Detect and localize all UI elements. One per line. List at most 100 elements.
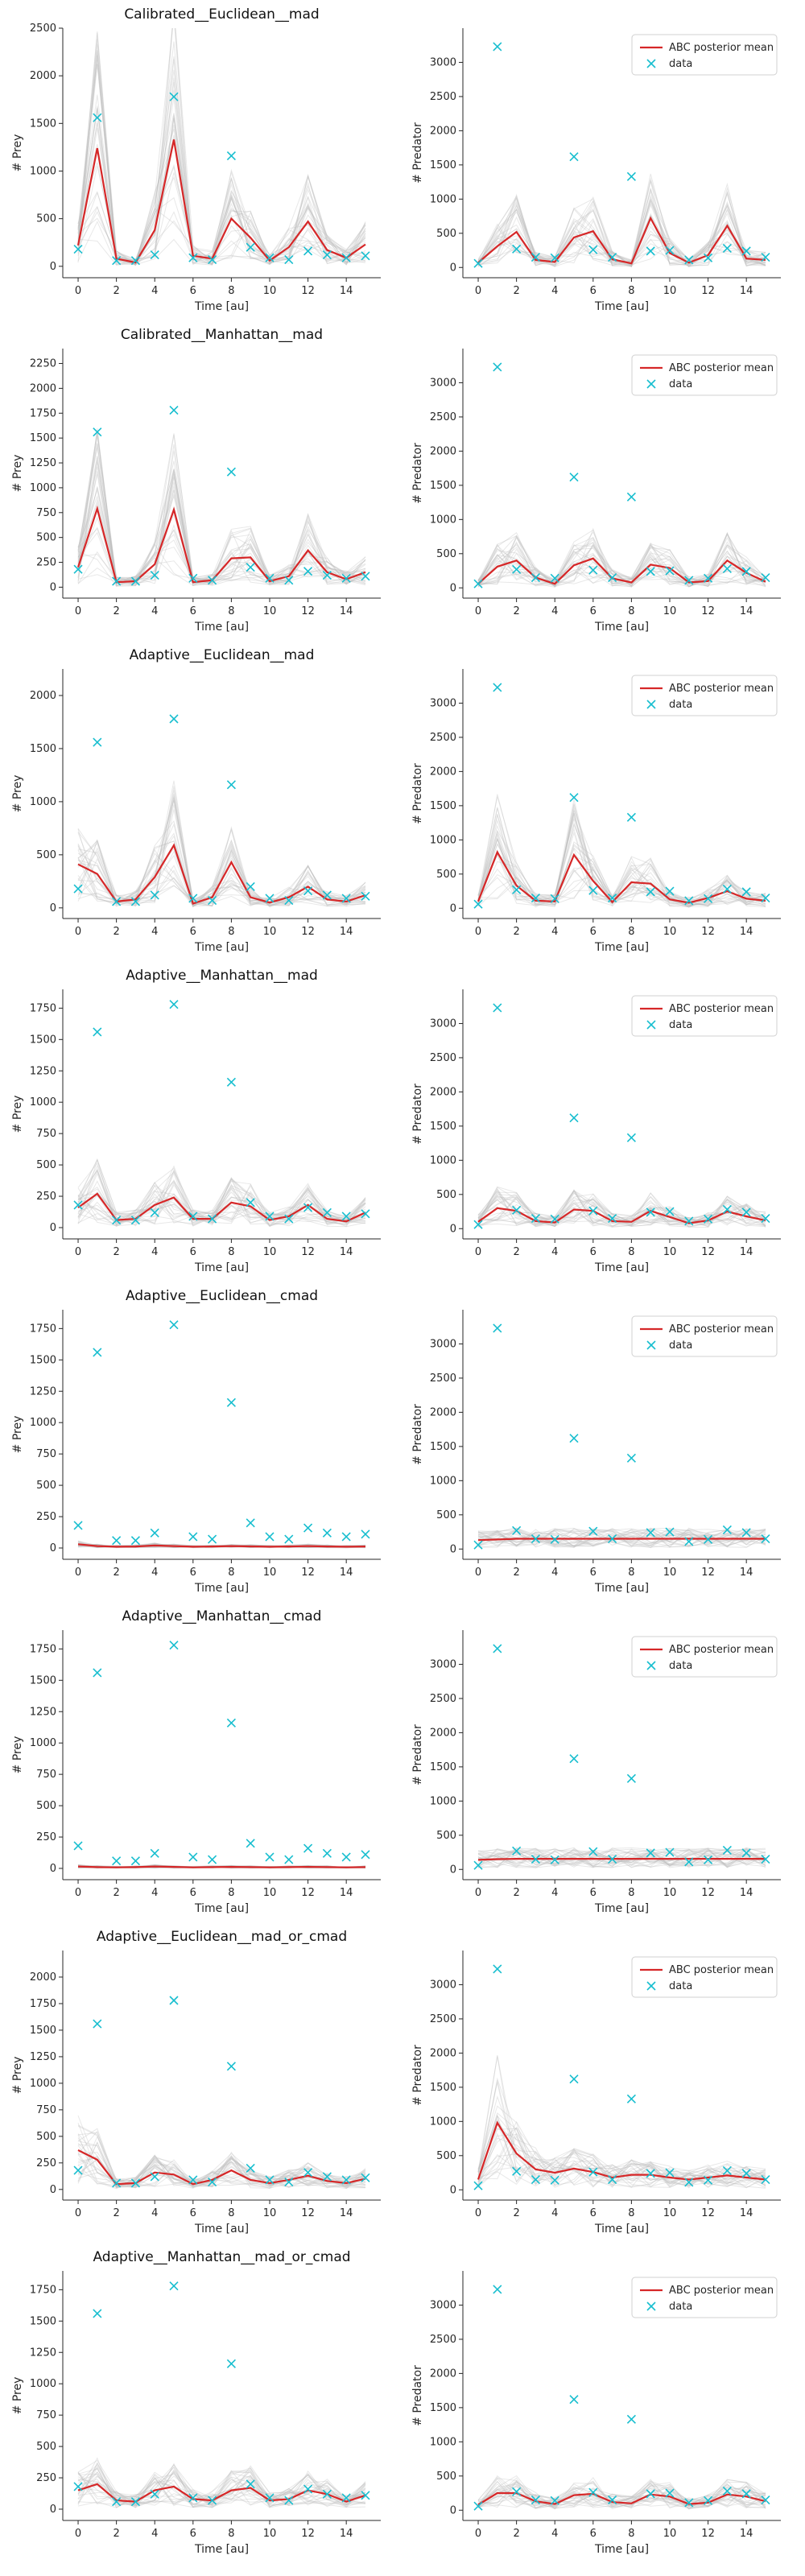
legend-box	[631, 1636, 778, 1678]
data-marker	[588, 565, 598, 575]
x-tick-label: 0	[75, 1246, 81, 1258]
posterior-sample-line	[77, 1158, 366, 1227]
data-marker	[73, 1200, 83, 1210]
y-axis-label: # Prey	[11, 1736, 24, 1774]
y-tick-label: 2500	[430, 1693, 456, 1705]
data-marker	[150, 2172, 159, 2182]
posterior-sample-line	[477, 1188, 766, 1228]
y-axis-label: # Prey	[11, 2377, 24, 2415]
posterior-sample-line	[477, 1527, 766, 1547]
data-marker	[361, 1530, 370, 1539]
x-tick-label: 8	[228, 285, 234, 297]
y-tick-label: 1000	[430, 834, 456, 846]
posterior-sample-line	[477, 2484, 766, 2508]
y-tick-label: 1500	[30, 118, 56, 130]
x-tick-label: 6	[190, 2207, 196, 2219]
posterior-sample-line	[477, 807, 766, 904]
data-marker	[226, 780, 236, 790]
posterior-sample-line	[77, 1169, 366, 1227]
y-axis-label: # Predator	[411, 2045, 424, 2106]
posterior-samples	[77, 428, 366, 587]
posterior-sample-line	[77, 2470, 366, 2508]
data-marker	[150, 1208, 159, 1217]
data-marker	[704, 2175, 713, 2185]
posterior-sample-line	[477, 544, 766, 588]
data-marker	[646, 1208, 655, 1217]
x-tick-label: 2	[513, 605, 519, 617]
data-marker	[684, 576, 694, 585]
y-tick-label: 0	[450, 2504, 456, 2516]
data-marker	[93, 737, 102, 747]
data-marker	[626, 2414, 636, 2424]
x-tick-label: 4	[551, 926, 558, 938]
data-marker	[322, 2489, 332, 2499]
x-tick-label: 8	[228, 605, 234, 617]
y-axis-label: # Prey	[11, 775, 24, 813]
posterior-sample-line	[477, 807, 766, 906]
chart-panel: 0 2 4 6 8 10 12 14 0 250 500 750 1000 1250 1500 1750 Tim…	[11, 2249, 381, 2556]
posterior-sample-line	[477, 2127, 766, 2187]
data-marker	[684, 1537, 694, 1546]
posterior-sample-line	[477, 2132, 766, 2188]
posterior-sample-line	[477, 1848, 766, 1868]
posterior-sample-line	[477, 1199, 766, 1227]
posterior-mean-line	[477, 2491, 766, 2506]
legend: ABC posterior mean data	[631, 675, 778, 716]
legend-data-swatch	[646, 1340, 656, 1350]
posterior-sample-line	[477, 2137, 766, 2189]
x-tick-label: 8	[628, 1246, 634, 1258]
x-tick-label: 8	[628, 2528, 634, 2540]
posterior-sample-line	[77, 2463, 366, 2508]
data-marker	[665, 1207, 675, 1216]
data-marker	[684, 896, 694, 906]
posterior-sample-line	[477, 807, 766, 908]
data-marker	[473, 2501, 483, 2511]
x-tick-label: 14	[740, 1246, 753, 1258]
posterior-sample-line	[77, 2465, 366, 2508]
posterior-sample-line	[77, 2130, 366, 2186]
posterior-sample-line	[477, 173, 766, 266]
data-marker	[608, 2495, 617, 2505]
panel-title: Calibrated__Euclidean__mad	[124, 6, 319, 23]
posterior-mean-line	[477, 850, 766, 904]
x-tick-label: 0	[475, 1567, 481, 1579]
posterior-sample-line	[77, 176, 366, 266]
data-marker	[550, 1855, 559, 1864]
y-tick-label: 500	[436, 869, 456, 881]
data-marker	[226, 2062, 236, 2071]
data-marker	[169, 1996, 179, 2005]
y-tick-label: 1000	[430, 1795, 456, 1807]
y-tick-label: 2000	[30, 1971, 56, 1984]
x-tick-label: 10	[263, 2528, 277, 2540]
data-marker	[361, 2491, 370, 2500]
posterior-sample-line	[77, 191, 366, 262]
posterior-sample-line	[77, 433, 366, 585]
posterior-sample-line	[477, 2105, 766, 2188]
data-marker	[169, 1320, 179, 1330]
data-marker	[265, 253, 275, 262]
data-marker	[322, 1848, 332, 1858]
panel-title: Adaptive__Euclidean__cmad	[126, 1288, 318, 1304]
y-tick-label: 0	[450, 1864, 456, 1876]
posterior-sample-line	[77, 2156, 366, 2188]
chart-panel: 0 2 4 6 8 10 12 14 0 500 1000 1500 2000 2500 3000 Time …	[411, 2271, 781, 2556]
y-tick-label: 500	[36, 2131, 56, 2143]
posterior-sample-line	[77, 1170, 366, 1224]
data-marker	[284, 2496, 294, 2505]
y-tick-label: 500	[36, 1800, 56, 1812]
data-marker	[569, 1754, 579, 1764]
y-tick-label: 1000	[30, 165, 56, 177]
y-tick-label: 1500	[30, 1674, 56, 1686]
y-tick-label: 0	[50, 2504, 56, 2516]
data-marker	[665, 246, 675, 255]
data-marker	[626, 1133, 636, 1142]
data-marker	[512, 244, 522, 254]
x-tick-label: 12	[701, 1887, 715, 1899]
posterior-sample-line	[477, 813, 766, 906]
x-tick-label: 0	[475, 605, 481, 617]
x-tick-label: 10	[263, 926, 277, 938]
data-marker	[722, 1525, 732, 1535]
x-tick-label: 4	[551, 2207, 558, 2219]
y-axis-label: # Prey	[11, 1096, 24, 1133]
x-tick-label: 4	[551, 285, 558, 297]
